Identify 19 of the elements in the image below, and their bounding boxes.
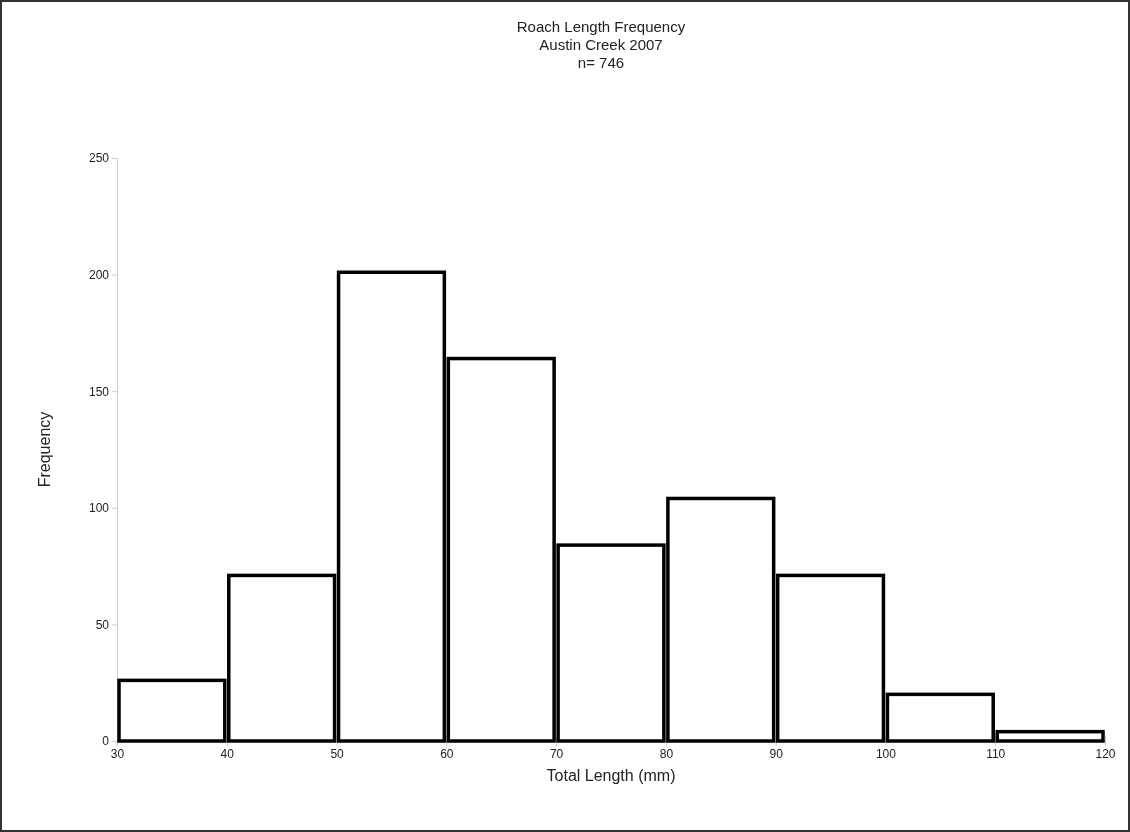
y-tick-label: 0 [102,734,110,749]
x-tick-label: 40 [220,746,235,761]
x-tick-label: 110 [986,746,1006,761]
x-tick-label: 50 [330,746,345,761]
x-tick-label: 80 [659,746,674,761]
x-tick-label: 30 [110,746,125,761]
chart-title: Roach Length Frequency Austin Creek 2007 n= 746 [516,18,686,71]
x-tick-label: 90 [769,746,784,761]
x-tick-label: 70 [549,746,564,761]
y-tick-label: 150 [88,384,110,399]
y-tick-label: 50 [95,617,110,632]
x-tick-label: 60 [440,746,454,761]
y-tick-label: 100 [88,501,110,516]
y-axis-title: Frequency [36,411,53,488]
y-tick-label: 250 [88,151,110,166]
x-tick-label: 120 [1095,746,1116,761]
x-axis-title: Total Length (mm) [546,767,676,784]
y-tick-label: 200 [88,267,110,282]
x-tick-label: 100 [875,746,897,761]
